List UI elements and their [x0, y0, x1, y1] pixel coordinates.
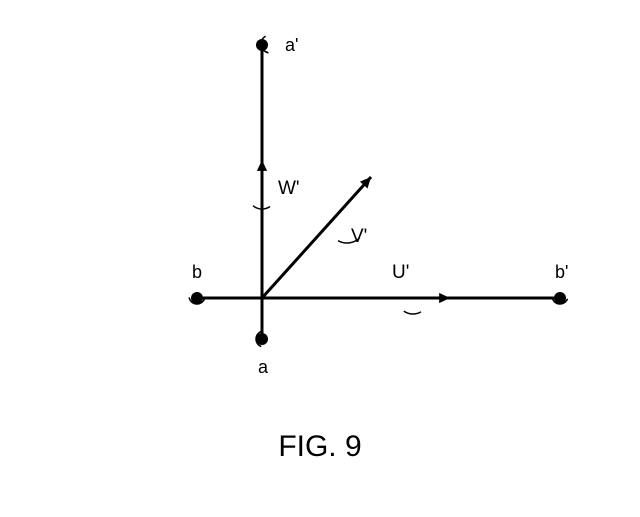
label-a: a — [258, 357, 268, 378]
label-b-prime: b' — [555, 262, 568, 283]
label-v: V' — [351, 226, 367, 248]
label-a-prime: a' — [285, 35, 298, 56]
figure-canvas: a' a b b' W' V' U' FIG. 9 — [0, 0, 640, 517]
label-w: W' — [278, 178, 300, 200]
label-b: b — [192, 262, 202, 283]
label-u: U' — [392, 262, 409, 284]
figure-caption: FIG. 9 — [0, 430, 640, 464]
